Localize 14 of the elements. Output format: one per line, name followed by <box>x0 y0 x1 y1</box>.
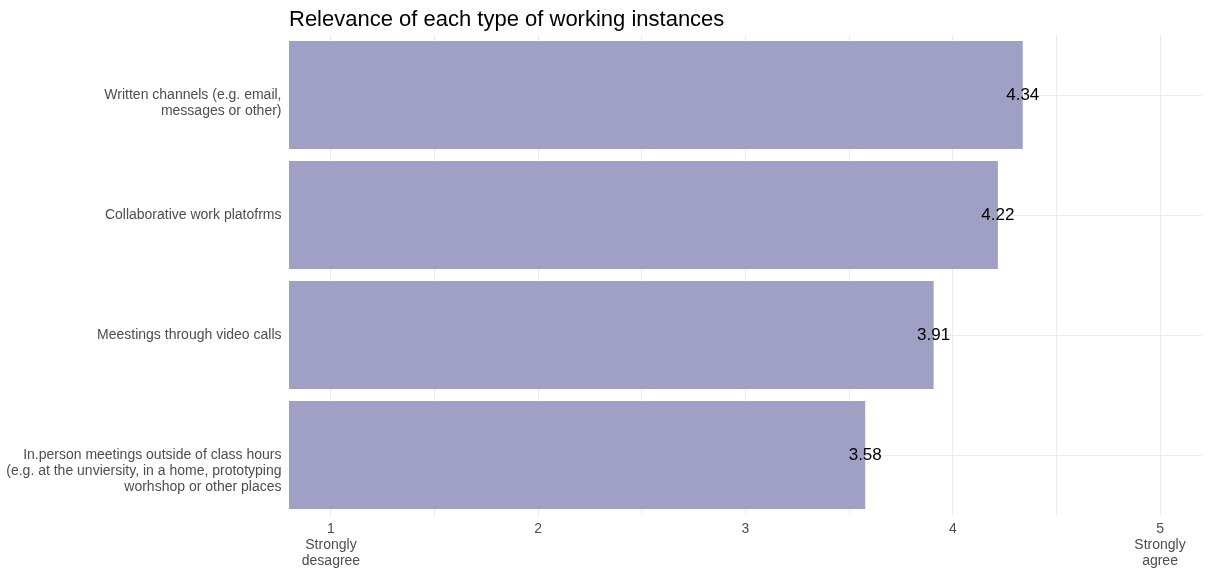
x-tick-label: 5 Strongly agree <box>1134 519 1186 568</box>
data-label: 4.22 <box>981 205 1015 224</box>
x-tick-label: 3 <box>741 519 750 536</box>
x-tick-label: 4 <box>948 519 957 536</box>
data-label: 3.91 <box>917 325 951 344</box>
y-tick-label: Written channels (e.g. email, messages or other) <box>104 86 282 118</box>
data-label: 4.34 <box>1006 85 1040 104</box>
y-tick-label: In.person meetings outside of class hours (e.g. at the unviersity, in a home, prototyping worhshop or other places <box>6 446 282 494</box>
chart-title: Relevance of each type of working instances <box>289 6 725 31</box>
x-tick-label: 1 Strongly desagree <box>301 519 361 568</box>
x-tick-label: 2 <box>534 519 543 536</box>
data-label: 3.58 <box>848 445 882 464</box>
y-tick-label: Collaborative work platofrms <box>104 206 282 222</box>
y-tick-label: Meestings through video calls <box>97 326 282 342</box>
